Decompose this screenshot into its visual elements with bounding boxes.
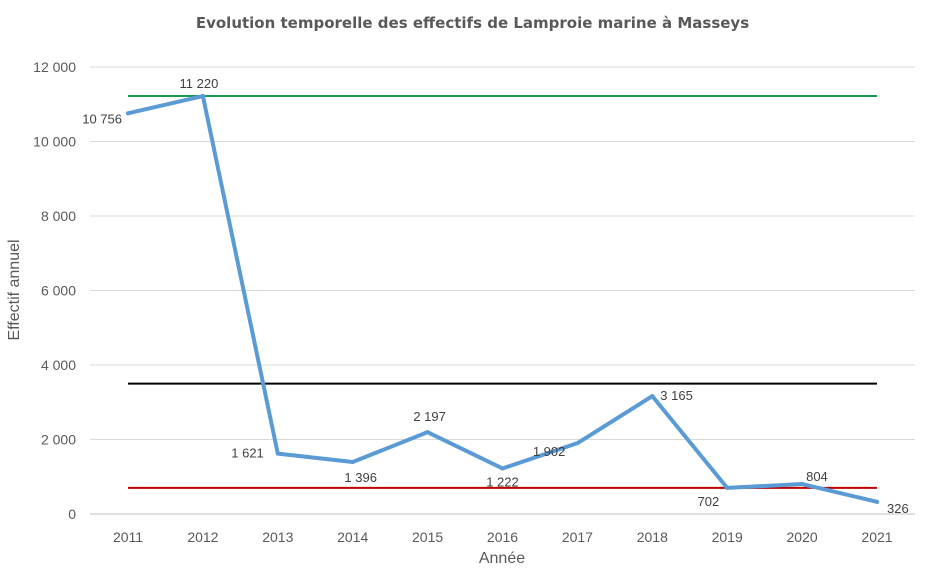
- x-tick-label: 2021: [861, 529, 892, 545]
- x-tick-label: 2011: [113, 529, 143, 545]
- y-axis-ticks: 0 2 000 4 000 6 000 8 000 10 000 12 000: [33, 59, 76, 522]
- data-label: 326: [887, 501, 909, 516]
- y-tick-label: 6 000: [41, 283, 76, 299]
- data-label: 11 220: [180, 76, 219, 91]
- y-tick-label: 8 000: [41, 208, 76, 224]
- data-label: 1 621: [231, 446, 264, 461]
- data-label: 3 165: [660, 388, 693, 403]
- x-tick-label: 2016: [487, 529, 518, 545]
- x-tick-label: 2019: [712, 529, 743, 545]
- x-tick-label: 2012: [187, 529, 218, 545]
- y-tick-label: 2 000: [41, 432, 76, 448]
- x-tick-label: 2014: [337, 529, 368, 545]
- data-label: 1 396: [344, 470, 377, 485]
- x-tick-label: 2015: [412, 529, 443, 545]
- data-point: [275, 451, 280, 456]
- series-line: [126, 94, 879, 504]
- x-axis-ticks: 2011 2012 2013 2014 2015 2016 2017 2018 2019 2020…: [113, 529, 893, 545]
- x-tick-label: 2020: [787, 529, 818, 545]
- data-point: [500, 466, 505, 471]
- series: [126, 94, 879, 504]
- reference-lines: [128, 95, 877, 489]
- data-point: [725, 485, 730, 490]
- data-point: [126, 111, 130, 116]
- x-tick-label: 2018: [637, 529, 668, 545]
- data-point: [875, 499, 879, 504]
- y-tick-label: 12 000: [33, 59, 76, 75]
- x-axis-title: Année: [479, 550, 525, 567]
- data-point: [575, 441, 580, 446]
- data-point: [350, 459, 355, 464]
- x-tick-label: 2013: [262, 529, 293, 545]
- y-tick-label: 0: [68, 506, 76, 522]
- x-tick-label: 2017: [562, 529, 593, 545]
- data-label: 1 222: [486, 474, 519, 489]
- data-label: 10 756: [82, 111, 122, 126]
- y-axis-title: Effectif annuel: [6, 239, 23, 340]
- y-tick-label: 10 000: [33, 134, 76, 150]
- data-point: [650, 394, 655, 399]
- chart-title: Evolution temporelle des effectifs de La…: [195, 14, 750, 32]
- data-point: [200, 94, 205, 99]
- data-labels: 10 756 11 220 1 621 1 396 2 197 1 222 1 902 3 1…: [82, 76, 908, 516]
- data-label: 2 197: [413, 409, 446, 424]
- y-tick-label: 4 000: [41, 357, 76, 373]
- data-point: [800, 482, 805, 487]
- data-label: 702: [697, 494, 719, 509]
- data-point: [425, 430, 430, 435]
- data-label: 1 902: [533, 444, 566, 459]
- gridlines: [90, 66, 915, 515]
- data-label: 804: [806, 469, 828, 484]
